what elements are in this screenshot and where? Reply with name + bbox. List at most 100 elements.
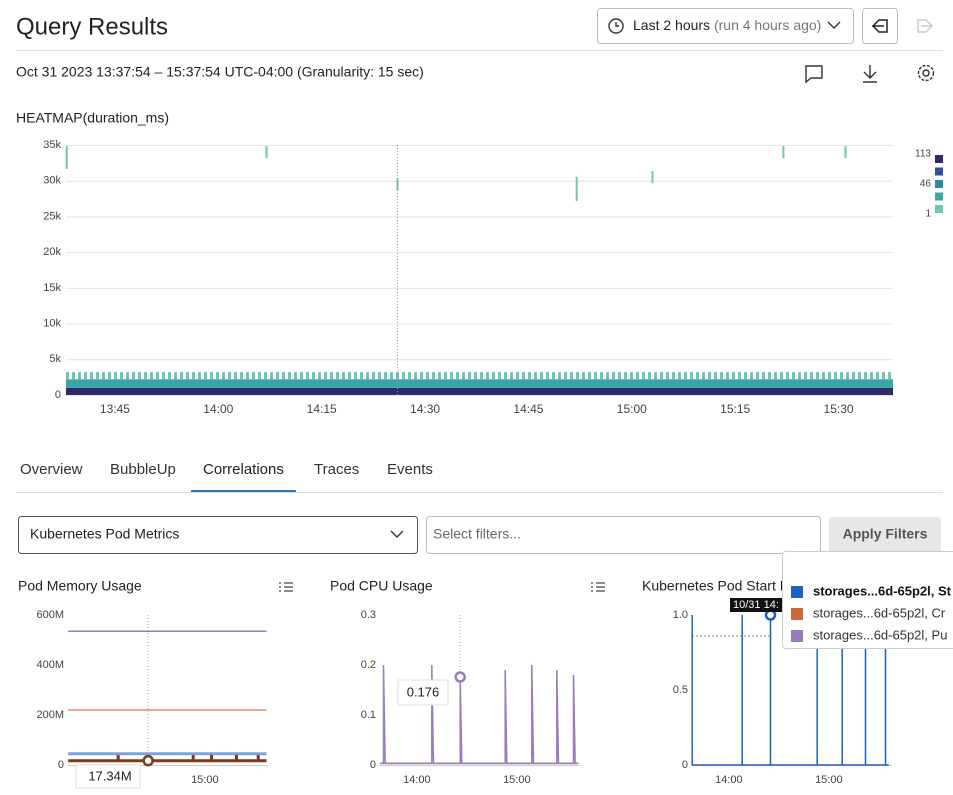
y-tick-label: 400M [36,659,64,671]
time-range: Last 2 hours (run 4 hours ago) [633,17,821,33]
x-tick-label: 14:00 [715,774,743,786]
heatmap-cell [65,156,68,169]
legend-label: 46 [920,179,932,190]
y-tick-label: 0 [370,759,376,771]
legend-swatch [935,155,943,163]
y-tick-label: 0 [58,759,64,771]
x-tick-label: 14:15 [307,402,337,416]
select-chevron [390,530,404,538]
heatmap-band [66,379,893,388]
legend-swatch [935,205,943,213]
legend-popup: storages...6d-65p2l, St storages...6d-65p… [782,551,953,649]
heatmap: 0 5k 10k 15k 20k 25k 30k 35k 13:45 14:00 14:15 14:3… [43,139,943,416]
filter-input[interactable] [426,516,821,554]
clock-icon [608,18,624,34]
time-range-note: (run 4 hours ago) [714,17,821,33]
x-tick-label: 13:45 [100,402,130,416]
legend-swatch [935,167,943,176]
time-range-label: Last 2 hours [633,17,710,33]
heatmap-cell [575,176,578,189]
active-tab-indicator [191,490,296,493]
x-tick-label: 15:15 [720,402,750,416]
y-tick-label: 30k [43,175,61,187]
comment-icon[interactable] [805,65,823,84]
dataset-label: Kubernetes Pod Metrics [30,526,179,542]
legend-label[interactable]: storages...6d-65p2l, Cr [813,605,946,620]
y-tick-label: 600M [36,609,64,621]
heatmap-title: HEATMAP(duration_ms) [16,110,169,126]
y-tick-label: 0.1 [361,709,376,721]
x-tick-label: 15:30 [824,402,854,416]
legend-label[interactable]: storages...6d-65p2l, Pu [813,627,947,642]
series-line [691,615,889,766]
x-tick-label: 14:00 [203,402,233,416]
heatmap-band [66,372,893,380]
heatmap-band [66,387,893,395]
tabs: Overview BubbleUp Correlations Traces Events [20,461,433,493]
y-tick-label: 5k [49,353,61,365]
heatmap-cell [782,146,785,159]
subtitle: Oct 31 2023 13:37:54 – 15:37:54 UTC-04:0… [16,64,424,80]
series-line [68,755,267,763]
y-tick-label: 0.3 [361,609,376,621]
settings-icon[interactable] [917,64,935,82]
back-icon [871,19,888,33]
legend-label: 113 [915,149,931,160]
chart-title: Pod Memory Usage [18,578,142,594]
tooltip-label: 17.34M [88,768,131,783]
y-tick-label: 15k [43,282,61,294]
heatmap-cell [844,146,847,159]
time-picker[interactable] [597,8,854,44]
tooltip-box [730,598,782,612]
legend-swatch [791,630,803,642]
tab[interactable]: Traces [314,461,359,478]
legend-label[interactable]: storages...6d-65p2l, St [813,583,952,598]
x-tick-label: 15:00 [815,774,843,786]
legend-swatch [935,192,943,201]
dataset-select[interactable] [18,516,418,554]
apply-button-label: Apply Filters [843,526,928,542]
y-tick-label: 35k [43,139,61,151]
legend-swatch [935,180,943,188]
tab[interactable]: Correlations [203,461,284,478]
tooltip-box [397,679,449,706]
charts: Pod Memory Usage 0 200M 400M 600M 15:00 17.34M… [18,578,892,789]
filter-placeholder: Select filters... [433,526,521,542]
download-icon[interactable] [863,65,877,83]
tab[interactable]: Events [387,461,433,478]
heatmap-cell [575,189,578,201]
y-tick-label: 200M [36,709,64,721]
x-tick-label: 14:00 [403,774,431,786]
tooltip: 10/31 14: [730,598,782,612]
tooltip-label: 0.176 [407,684,440,699]
series-line [380,664,579,765]
x-tick-label: 14:45 [513,402,543,416]
y-tick-label: 25k [43,210,61,222]
y-tick-label: 20k [43,246,61,258]
legend-swatch [791,608,803,620]
chevron-icon [827,21,841,29]
heatmap-cell [265,146,268,159]
chart-title: Pod CPU Usage [330,578,433,594]
tooltip-marker [454,671,466,683]
forward-icon[interactable] [917,19,934,33]
list-icons [279,582,605,592]
tooltip-label: 10/31 14: [733,599,779,611]
y-tick-label: 1.0 [673,609,688,621]
tab[interactable]: BubbleUp [110,461,176,478]
y-tick-label: 0 [55,389,61,401]
tooltip-box [75,764,141,789]
popup-box [782,551,953,649]
legend-swatch [791,586,803,598]
heatmap-cell [651,171,654,184]
tab[interactable]: Overview [20,461,83,478]
chart-title: Kubernetes Pod Start E [642,578,789,594]
legend-label: 1 [925,209,931,220]
y-tick-label: 0.5 [673,684,688,696]
y-tick-label: 10k [43,317,61,329]
heatmap-cell [65,146,68,159]
tooltip-marker [142,754,154,767]
apply-button[interactable] [829,517,941,553]
y-tick-label: 0 [682,759,688,771]
